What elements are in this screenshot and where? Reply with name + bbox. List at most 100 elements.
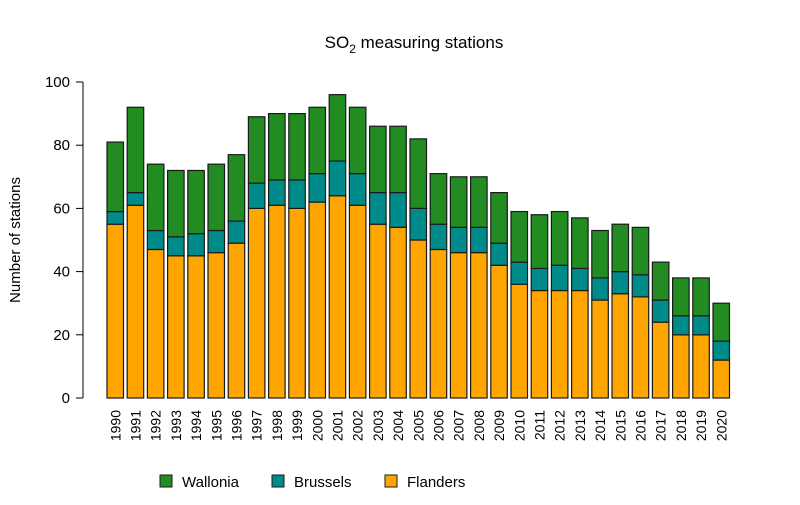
legend-label-flanders: Flanders <box>407 474 465 491</box>
bar-wallonia-2015 <box>611 223 630 273</box>
y-tick-label: 40 <box>53 264 70 281</box>
bar-wallonia-2010 <box>510 210 529 263</box>
bar-wallonia-2019 <box>692 277 710 317</box>
x-axis-labels: 1990 1991 1992 1993 1994 1995 1996 1997 1998 1999… <box>107 410 729 441</box>
bar-wallonia-2006 <box>429 173 448 225</box>
x-tick-label: 2012 <box>552 410 568 441</box>
x-tick-label: 2004 <box>390 410 406 441</box>
bar-brussels-2003 <box>369 192 387 225</box>
x-tick-label: 1998 <box>269 410 285 441</box>
bar-flanders-2016 <box>631 296 650 399</box>
legend-swatch-wallonia <box>159 474 173 488</box>
bar-flanders-2011 <box>530 289 549 399</box>
x-tick-label: 2003 <box>370 410 386 441</box>
x-tick-label: 2001 <box>329 410 345 441</box>
legend-swatch-brussels <box>271 474 285 488</box>
y-tick-label: 80 <box>53 137 70 154</box>
bar-wallonia-1992 <box>146 163 165 232</box>
bar-flanders-1995 <box>207 252 226 399</box>
x-tick-label: 2011 <box>531 410 547 440</box>
x-tick-label: 2017 <box>653 410 669 441</box>
bar-wallonia-1997 <box>247 116 266 184</box>
bar-flanders-2017 <box>651 321 670 399</box>
bar-flanders-1990 <box>106 223 125 399</box>
bar-flanders-1998 <box>268 204 286 399</box>
bar-wallonia-1996 <box>227 154 246 222</box>
x-tick-label: 2007 <box>451 410 467 441</box>
bar-brussels-2009 <box>490 242 508 266</box>
x-tick-label: 1996 <box>228 410 244 441</box>
bar-brussels-2020 <box>712 340 731 361</box>
bar-wallonia-2000 <box>308 106 327 175</box>
x-tick-label: 1994 <box>188 410 204 441</box>
legend-label-wallonia: Wallonia <box>182 474 240 491</box>
bar-flanders-2010 <box>510 283 529 399</box>
bar-flanders-2002 <box>348 204 367 399</box>
x-tick-label: 2019 <box>693 410 709 441</box>
bar-flanders-1991 <box>126 204 145 399</box>
bar-brussels-1992 <box>146 229 165 251</box>
bar-brussels-1995 <box>207 229 226 254</box>
bar-wallonia-1994 <box>187 169 205 235</box>
bar-brussels-1994 <box>187 233 205 257</box>
bar-brussels-1991 <box>126 192 145 206</box>
bar-wallonia-2012 <box>550 210 569 266</box>
x-tick-label: 2002 <box>350 410 366 441</box>
bar-flanders-1992 <box>146 248 165 399</box>
x-tick-label: 1991 <box>127 410 143 441</box>
x-tick-label: 2009 <box>491 410 507 441</box>
y-tick-label: 20 <box>53 327 70 344</box>
x-tick-label: 2000 <box>309 410 325 441</box>
x-tick-label: 1990 <box>107 410 123 441</box>
bar-flanders-2015 <box>611 293 630 399</box>
x-tick-label: 2006 <box>430 410 446 441</box>
x-tick-label: 2010 <box>511 410 527 441</box>
x-tick-label: 2020 <box>713 410 729 441</box>
y-tick-label: 0 <box>62 390 70 407</box>
bar-flanders-1999 <box>288 207 306 399</box>
bar-flanders-2018 <box>671 334 690 399</box>
bar-brussels-2011 <box>530 267 549 292</box>
bar-wallonia-2013 <box>570 217 589 270</box>
bar-flanders-2001 <box>328 195 347 399</box>
bar-brussels-2016 <box>631 274 650 298</box>
legend-label-brussels: Brussels <box>294 474 352 491</box>
y-axis-label: Number of stations <box>7 177 24 303</box>
bar-flanders-2000 <box>308 201 327 399</box>
bar-wallonia-1991 <box>126 106 145 194</box>
bar-wallonia-2007 <box>449 176 468 228</box>
bar-brussels-2018 <box>671 315 690 336</box>
bar-flanders-2005 <box>409 239 428 399</box>
x-tick-label: 2013 <box>572 410 588 441</box>
bar-wallonia-2008 <box>470 176 488 228</box>
bar-wallonia-1999 <box>288 112 306 181</box>
title-main: SO <box>325 33 350 52</box>
bar-flanders-1996 <box>227 242 246 399</box>
bar-flanders-2004 <box>389 226 407 399</box>
bar-brussels-1997 <box>247 182 266 209</box>
bar-wallonia-1993 <box>167 169 185 238</box>
bar-brussels-2015 <box>611 271 630 295</box>
bar-brussels-1998 <box>268 179 286 206</box>
bar-brussels-2000 <box>308 173 327 203</box>
x-tick-label: 1997 <box>249 410 265 441</box>
bar-flanders-2009 <box>490 264 508 399</box>
bar-brussels-1993 <box>167 236 185 257</box>
bar-brussels-2005 <box>409 207 428 241</box>
bar-flanders-2014 <box>591 299 609 399</box>
legend-swatch-flanders <box>384 474 398 488</box>
bar-flanders-1997 <box>247 207 266 399</box>
chart-title: SO2 measuring stations <box>325 33 504 56</box>
bar-brussels-2019 <box>692 315 710 336</box>
x-tick-label: 2014 <box>592 410 608 441</box>
title-subscript: 2 <box>349 42 356 56</box>
bar-flanders-2006 <box>429 248 448 399</box>
bar-wallonia-2002 <box>348 106 367 175</box>
bar-wallonia-2001 <box>328 94 347 162</box>
bar-wallonia-2009 <box>490 192 508 244</box>
bar-brussels-2001 <box>328 160 347 197</box>
x-tick-label: 2005 <box>410 410 426 441</box>
bar-wallonia-2011 <box>530 214 549 270</box>
bar-brussels-1990 <box>106 210 125 225</box>
